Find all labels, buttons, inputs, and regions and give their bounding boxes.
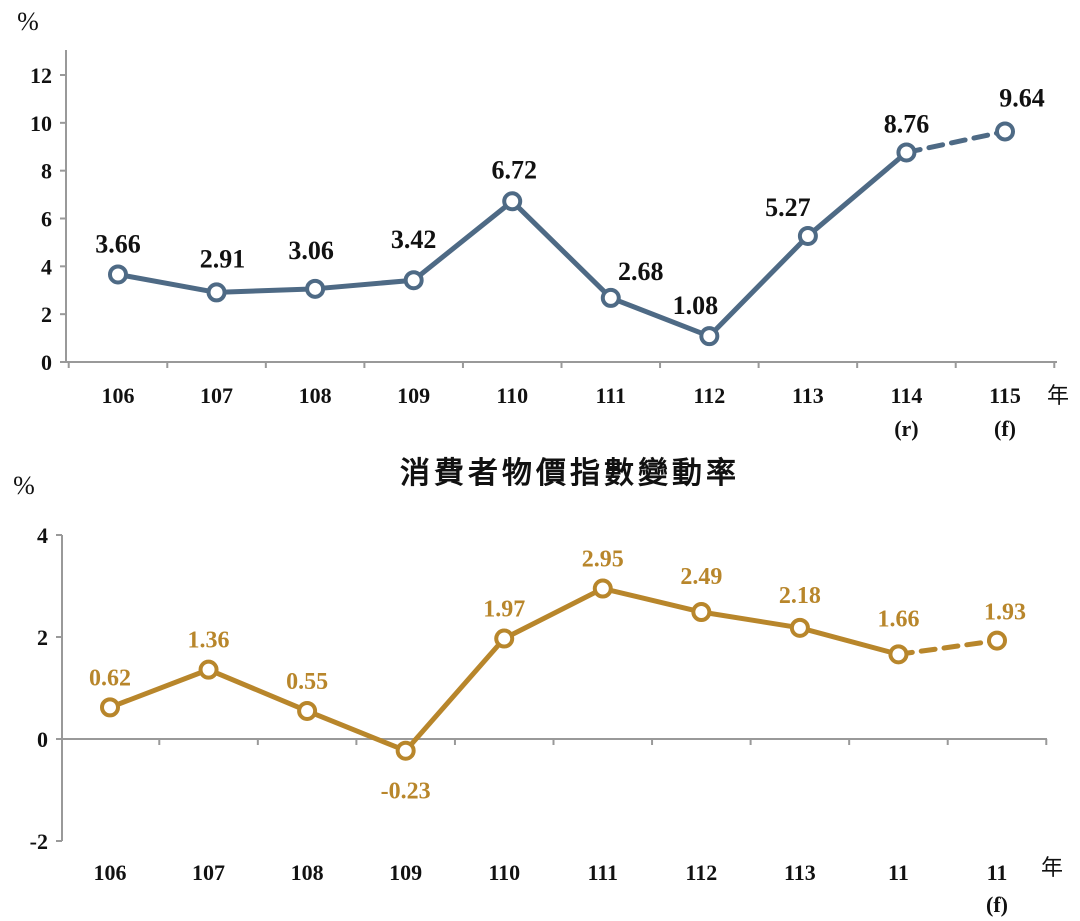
data-point (987, 630, 1007, 651)
data-label: 5.27 (765, 193, 811, 222)
forecast-line-segment (895, 638, 1000, 657)
data-label: 3.06 (288, 236, 334, 265)
y-axis-unit-label: % (17, 7, 39, 36)
series-line-segment (706, 233, 811, 339)
y-tick-label: 10 (30, 111, 52, 136)
series-line-segment (214, 286, 318, 295)
x-tick-note: (f) (994, 416, 1016, 441)
series-line-segment (797, 625, 901, 657)
data-point (403, 270, 424, 291)
x-tick-label: 115 (989, 383, 1021, 408)
series-line-segment (608, 295, 712, 339)
y-tick-label: 12 (30, 63, 52, 88)
x-axis-unit-label: 年 (1047, 384, 1069, 409)
data-label: 3.66 (95, 229, 141, 258)
data-point (600, 287, 621, 308)
data-point (206, 282, 227, 303)
x-tick-label: 11 (987, 860, 1008, 885)
x-tick-label: 113 (792, 383, 824, 408)
x-tick-label: 110 (488, 860, 520, 885)
data-point (995, 121, 1015, 142)
y-tick-label: 0 (41, 350, 52, 375)
x-tick-label: 109 (397, 383, 430, 408)
x-tick-label: 107 (192, 860, 225, 885)
x-tick-label: 112 (693, 383, 725, 408)
data-label: 2.18 (779, 583, 821, 609)
data-label: 2.68 (618, 257, 664, 286)
series-line-segment (206, 667, 310, 714)
x-tick-note: (f) (986, 892, 1008, 917)
chart-title: 消費者物價指數變動率 (400, 456, 740, 491)
series-line-segment (312, 277, 417, 292)
data-point (100, 697, 120, 718)
data-point (592, 578, 613, 599)
series-line-segment (600, 586, 704, 615)
x-tick-label: 113 (784, 860, 816, 885)
series-line-segment (698, 609, 803, 631)
data-point (502, 191, 523, 212)
data-label: 6.72 (491, 155, 537, 184)
data-label: 2.95 (582, 547, 624, 573)
y-axis-unit-label: % (13, 471, 35, 500)
series-line-segment (805, 149, 909, 239)
x-tick-label: 109 (389, 860, 422, 885)
data-label: 1.08 (673, 291, 719, 320)
data-label: 3.42 (391, 225, 437, 254)
x-tick-label: 114 (891, 383, 923, 408)
y-tick-label: 2 (41, 302, 52, 327)
y-tick-label: 4 (41, 254, 52, 279)
data-point (297, 700, 318, 721)
series-line-segment (107, 667, 212, 710)
data-label: 1.36 (188, 628, 230, 654)
series-line-segment (509, 198, 614, 301)
data-point (896, 142, 917, 163)
data-point (797, 225, 818, 246)
series-line-segment (501, 586, 606, 642)
series-line-segment (403, 636, 507, 754)
data-label: 1.66 (877, 606, 919, 632)
data-label: 1.93 (984, 600, 1026, 626)
data-label: 2.91 (200, 244, 246, 273)
x-tick-label: 108 (291, 860, 324, 885)
data-point (888, 644, 909, 665)
data-point (108, 264, 128, 285)
data-label: 9.64 (999, 83, 1045, 112)
x-axis-unit-label: 年 (1041, 856, 1063, 881)
x-tick-note: (r) (894, 416, 918, 441)
data-point (691, 602, 712, 623)
data-label: 8.76 (884, 109, 930, 138)
x-tick-label: 111 (595, 383, 626, 408)
x-tick-label: 111 (587, 860, 618, 885)
data-label: 1.97 (483, 597, 525, 623)
y-tick-label: 0 (37, 727, 48, 752)
data-label: 0.62 (89, 665, 131, 691)
data-point (494, 628, 515, 649)
y-tick-label: 6 (41, 207, 52, 232)
x-tick-label: 110 (496, 383, 528, 408)
data-point (305, 278, 326, 299)
x-tick-label: 106 (102, 383, 135, 408)
data-label: 2.49 (680, 564, 722, 590)
x-tick-label: 112 (685, 860, 717, 885)
x-tick-label: 106 (94, 860, 127, 885)
x-tick-label: 11 (888, 860, 909, 885)
y-tick-label: 4 (37, 523, 48, 548)
y-tick-label: -2 (30, 829, 48, 854)
data-point (395, 740, 416, 761)
data-point (699, 326, 720, 347)
data-label: -0.23 (381, 779, 431, 805)
y-tick-label: 2 (37, 625, 48, 650)
series-line-segment (304, 708, 409, 754)
series-line-segment (115, 271, 220, 295)
x-tick-label: 107 (200, 383, 233, 408)
x-tick-label: 108 (299, 383, 332, 408)
forecast-line-segment (903, 128, 1008, 155)
series-line-segment (411, 198, 515, 283)
data-label: 0.55 (286, 669, 328, 695)
data-point (198, 659, 219, 680)
y-tick-label: 8 (41, 159, 52, 184)
data-point (789, 617, 810, 638)
